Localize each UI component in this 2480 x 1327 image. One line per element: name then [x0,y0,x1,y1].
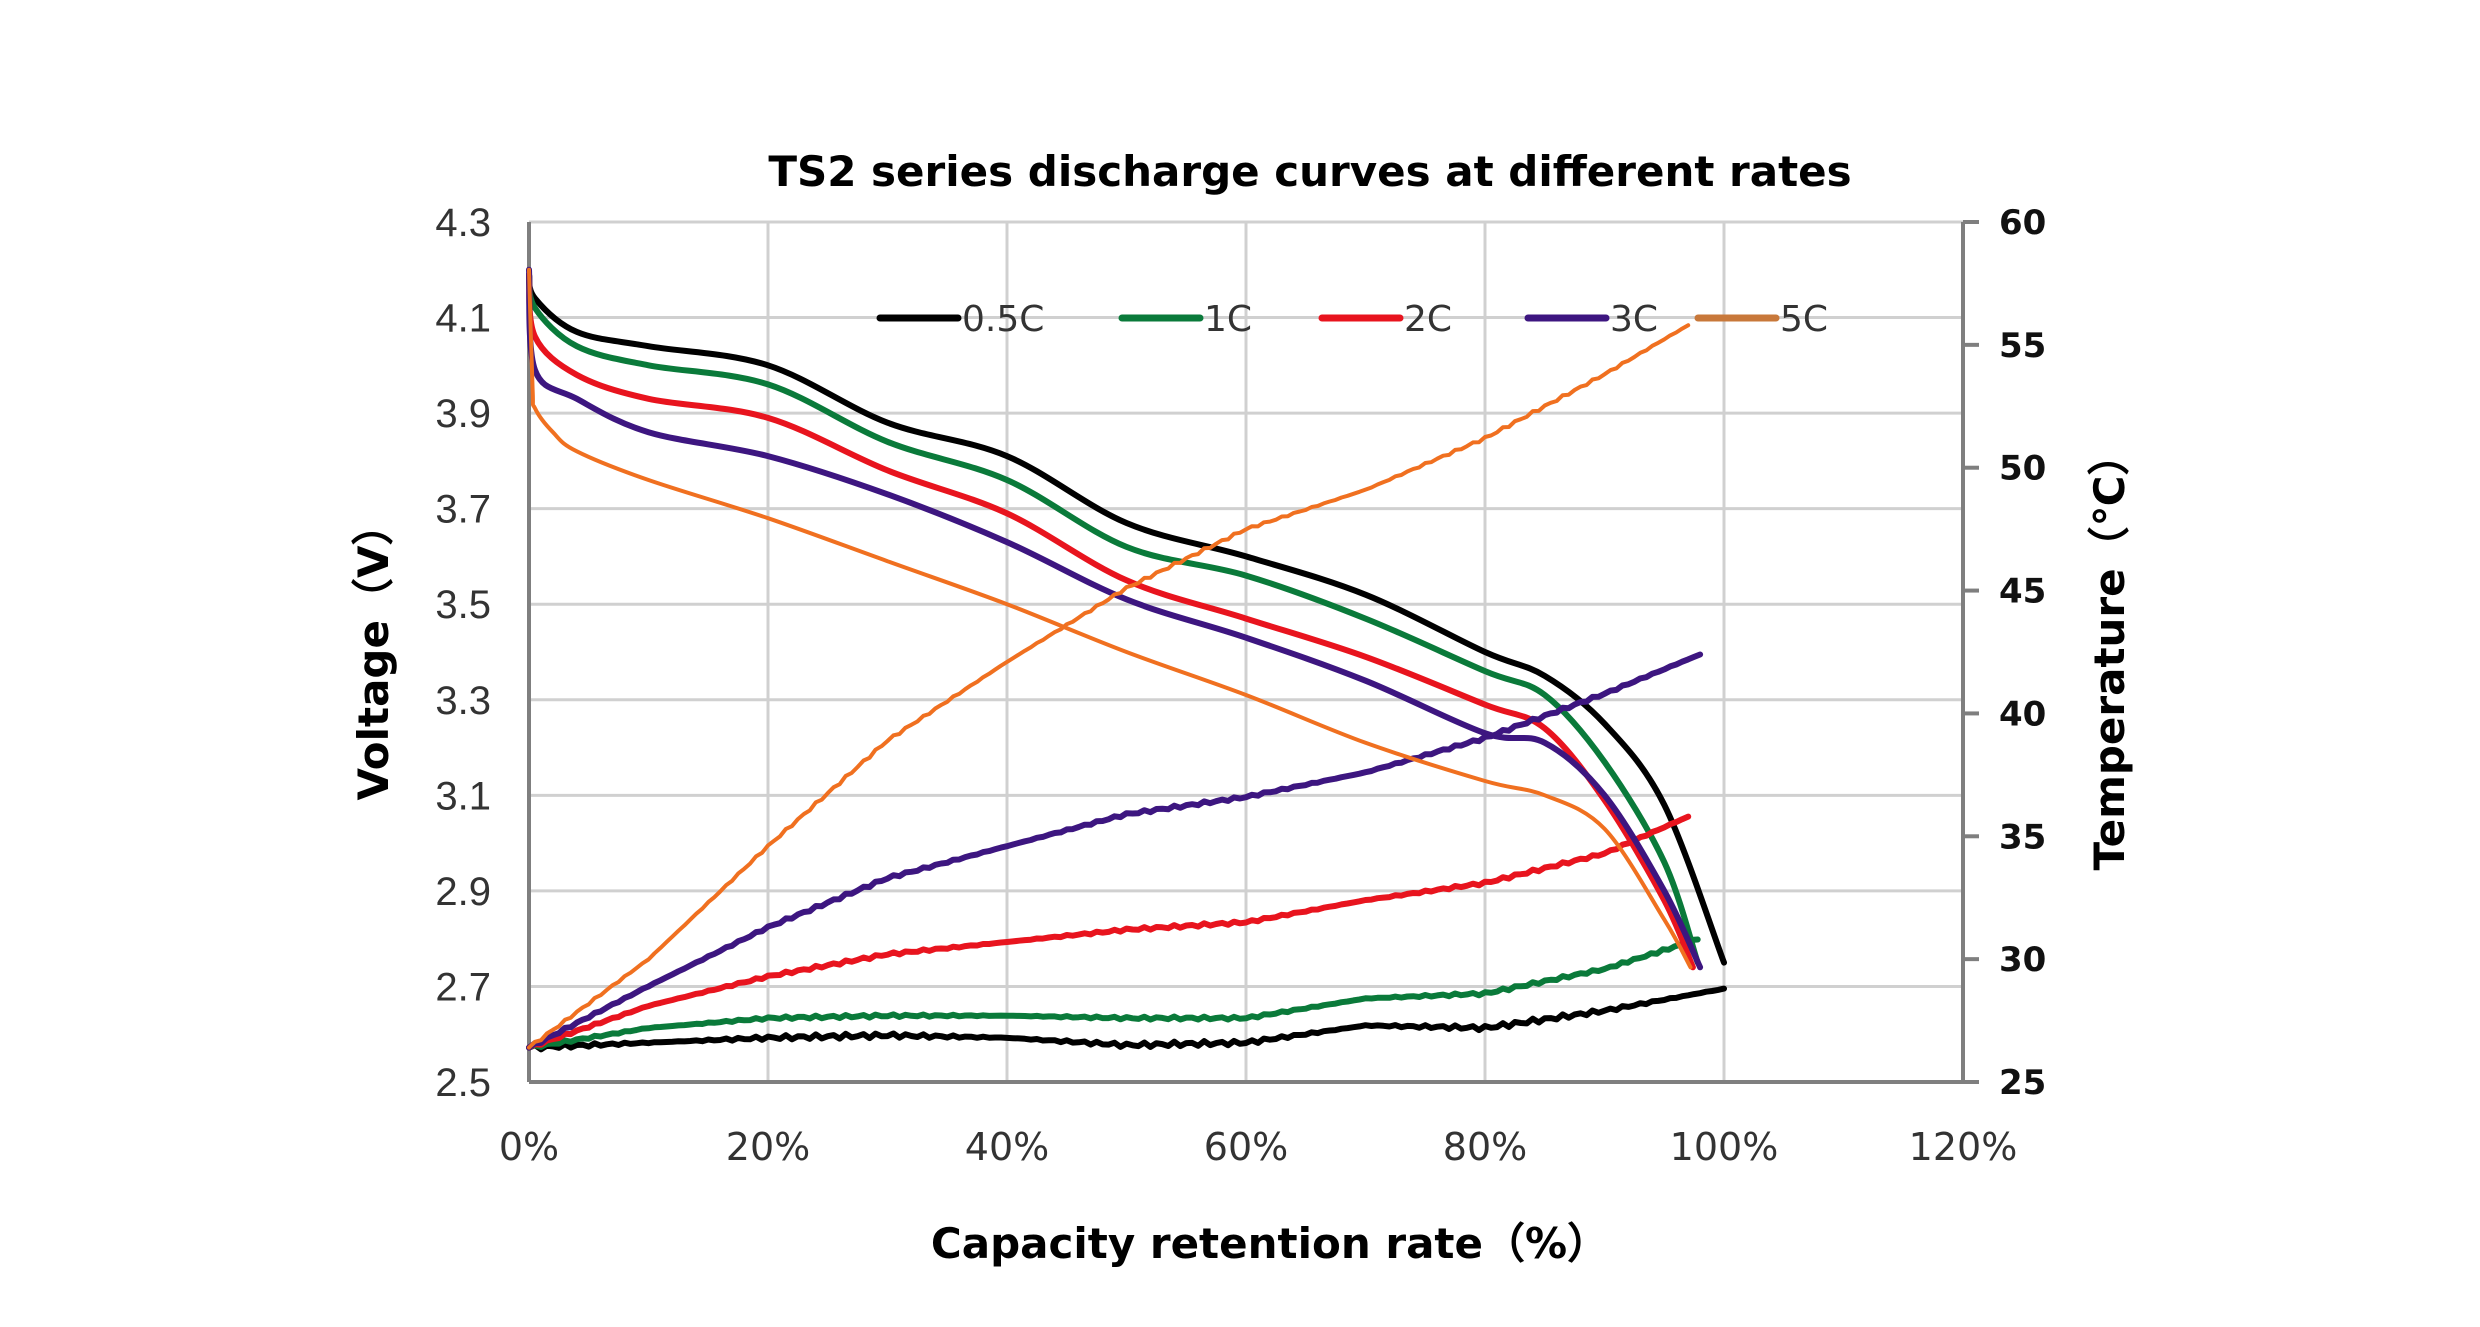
legend-item-5C: 5C [1694,299,1828,340]
legend-label: 3C [1610,299,1658,340]
y2-tick-label: 25 [1999,1063,2046,1103]
x-tick-label: 40% [965,1125,1049,1169]
temperature-line-5C [527,323,1691,1050]
temperature-line-0_5C [526,985,1727,1053]
chart-title: TS2 series discharge curves at different… [768,147,1851,196]
y-tick-label: 3.9 [435,392,491,436]
x-tick-label: 100% [1670,1125,1779,1169]
x-tick-label: 60% [1204,1125,1288,1169]
y-tick-label: 2.9 [435,870,491,914]
y-tick-label: 2.5 [435,1061,491,1105]
x-tick-label: 120% [1909,1125,2018,1169]
tick-labels: 4.3 4.1 3.9 3.7 3.5 3.3 3.1 2.9 2.7 2.50% 20% 40% 60… [435,201,2046,1169]
legend-label: 0.5C [962,299,1044,340]
y-axis-title-left: Voltage（V） [349,504,398,801]
voltage-line-1C [526,271,1701,966]
temperature-line-2C [526,813,1692,1051]
y-tick-label: 3.7 [435,488,491,532]
y-axis-title-right: Temperature（℃） [2085,434,2134,871]
voltage-line-3C [526,266,1704,971]
x-tick-label: 0% [499,1125,559,1169]
y2-tick-label: 35 [1999,817,2046,857]
y-tick-label: 3.5 [435,583,491,627]
voltage-line-2C [526,271,1696,971]
x-tick-label: 80% [1443,1125,1527,1169]
series-lines [526,266,1727,1053]
y2-tick-label: 30 [1999,940,2046,980]
y-tick-label: 3.1 [435,774,491,818]
legend-item-0_5C: 0.5C [876,299,1044,340]
y2-tick-label: 45 [1999,572,2046,612]
y2-tick-label: 55 [1999,326,2046,366]
x-axis-title: Capacity retention rate（%） [931,1219,1609,1268]
y2-tick-label: 60 [1999,203,2046,243]
legend-item-2C: 2C [1318,299,1452,340]
x-tick-label: 20% [726,1125,810,1169]
y2-tick-label: 50 [1999,449,2046,489]
axes [527,220,1979,1084]
legend-item-1C: 1C [1118,299,1252,340]
voltage-line-5C [527,267,1693,970]
y2-tick-label: 40 [1999,694,2046,734]
legend-label: 2C [1404,299,1452,340]
legend-label: 5C [1780,299,1828,340]
voltage-line-0_5C [526,271,1727,966]
y-tick-label: 4.3 [435,201,491,245]
y-tick-label: 3.3 [435,679,491,723]
legend-label: 1C [1204,299,1252,340]
gridlines [529,220,1963,1082]
y-tick-label: 2.7 [435,965,491,1009]
legend: 0.5C 1C 2C 3C 5C [876,299,1828,340]
temperature-line-3C [526,651,1704,1051]
y-tick-label: 4.1 [435,297,491,341]
temperature-line-1C [526,936,1701,1051]
legend-item-3C: 3C [1524,299,1658,340]
